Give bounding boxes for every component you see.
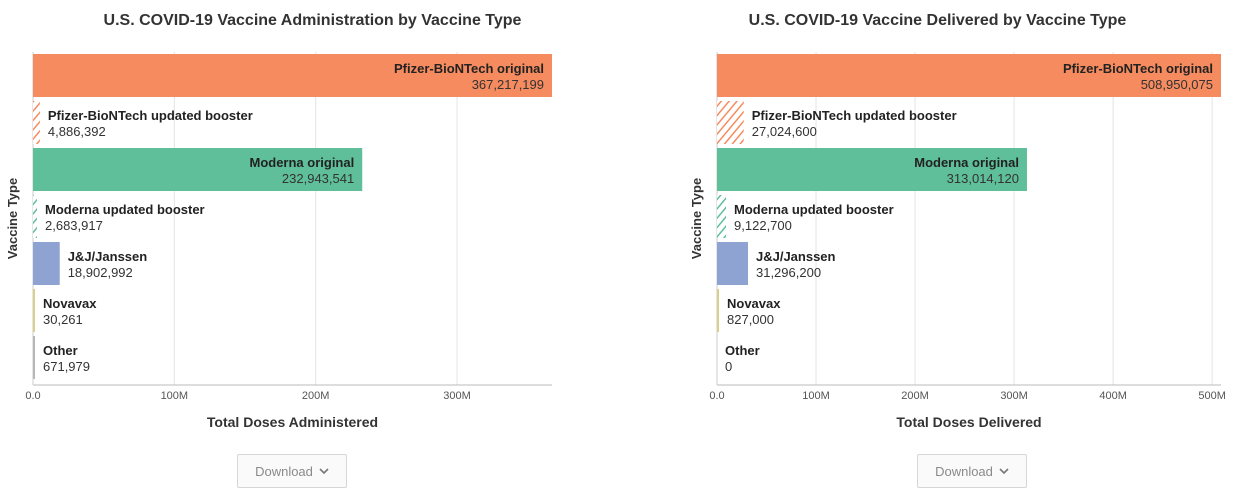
x-tick-label: 300M <box>443 390 471 402</box>
bar-value-label: 232,943,541 <box>282 171 354 186</box>
bar <box>717 195 727 238</box>
bar-value-label: 671,979 <box>43 359 90 374</box>
bar <box>33 101 40 144</box>
download-button[interactable]: Download <box>917 454 1027 488</box>
bar-value-label: 367,217,199 <box>472 77 544 92</box>
bar-value-label: 31,296,200 <box>756 265 821 280</box>
bar <box>717 54 1221 97</box>
bar-value-label: 4,886,392 <box>48 124 106 139</box>
bar-category-label: J&J/Janssen <box>68 249 148 264</box>
bar-category-label: Novavax <box>43 296 97 311</box>
bar-category-label: Novavax <box>727 296 781 311</box>
x-tick-label: 0.0 <box>709 390 724 402</box>
y-axis-title: Vaccine Type <box>689 178 704 259</box>
chart-title: U.S. COVID-19 Vaccine Delivered by Vacci… <box>748 12 1127 29</box>
bar-category-label: J&J/Janssen <box>756 249 836 264</box>
bar <box>717 148 1027 191</box>
download-label: Download <box>255 463 313 479</box>
x-tick-label: 0.0 <box>25 390 40 402</box>
x-tick-label: 100M <box>161 390 189 402</box>
chevron-down-icon <box>999 468 1009 475</box>
bar-value-label: 18,902,992 <box>68 265 133 280</box>
bar-value-label: 2,683,917 <box>45 218 103 233</box>
x-tick-label: 500M <box>1198 390 1226 402</box>
x-axis-title: Total Doses Delivered <box>896 414 1041 430</box>
bar <box>33 148 363 191</box>
bar-category-label: Pfizer-BioNTech updated booster <box>48 108 253 123</box>
bar <box>33 289 35 332</box>
bar-category-label: Moderna original <box>914 155 1019 170</box>
x-tick-label: 200M <box>901 390 929 402</box>
bar-value-label: 27,024,600 <box>752 124 817 139</box>
bar <box>33 336 35 379</box>
download-button[interactable]: Download <box>237 454 347 488</box>
bar-category-label: Other <box>725 343 760 358</box>
bar <box>717 289 719 332</box>
bar-value-label: 508,950,075 <box>1141 77 1213 92</box>
x-tick-label: 400M <box>1099 390 1127 402</box>
bar-category-label: Pfizer-BioNTech original <box>1063 61 1213 76</box>
x-tick-label: 100M <box>802 390 830 402</box>
bar-category-label: Moderna updated booster <box>45 202 205 217</box>
bar <box>33 242 60 285</box>
chart-title: U.S. COVID-19 Vaccine Administration by … <box>103 12 522 29</box>
y-axis-title: Vaccine Type <box>5 178 20 259</box>
bar <box>33 54 552 97</box>
bar <box>717 101 744 144</box>
bar-category-label: Moderna original <box>249 155 354 170</box>
bar-value-label: 9,122,700 <box>734 218 792 233</box>
chevron-down-icon <box>319 468 329 475</box>
bar <box>33 195 37 238</box>
bar <box>717 242 748 285</box>
bar-chart-delivered: 0.0 100M 200M 300M 400M 500M Pfizer-BioNTech o… <box>689 52 1226 430</box>
bar-category-label: Other <box>43 343 78 358</box>
chart-panel-delivered: U.S. COVID-19 Vaccine Delivered by Vacci… <box>625 0 1250 489</box>
bar-category-label: Moderna updated booster <box>734 202 894 217</box>
bar-value-label: 313,014,120 <box>947 171 1019 186</box>
chart-panel-administered: U.S. COVID-19 Vaccine Administration by … <box>5 12 552 488</box>
x-tick-label: 200M <box>302 390 330 402</box>
x-axis-title: Total Doses Administered <box>207 414 378 430</box>
bar-value-label: 0 <box>725 359 732 374</box>
bar-category-label: Pfizer-BioNTech updated booster <box>752 108 957 123</box>
x-tick-label: 300M <box>1000 390 1028 402</box>
bar-value-label: 30,261 <box>43 312 83 327</box>
bar-value-label: 827,000 <box>727 312 774 327</box>
bar-category-label: Pfizer-BioNTech original <box>394 61 544 76</box>
download-label: Download <box>935 463 993 479</box>
